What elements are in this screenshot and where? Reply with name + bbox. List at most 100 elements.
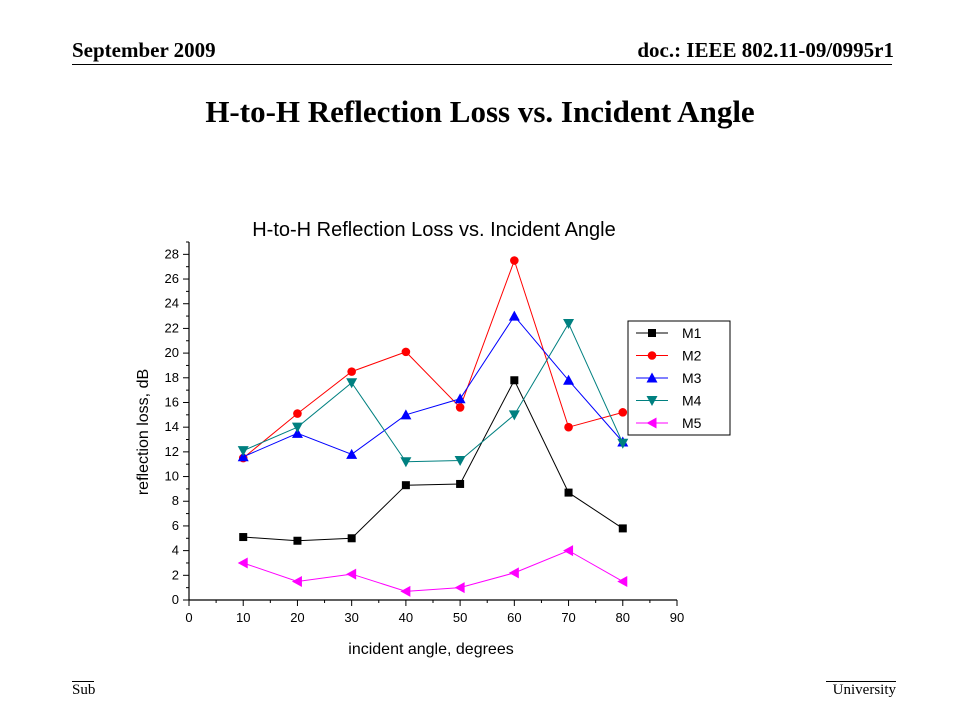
data-point-m5 [563, 545, 574, 557]
series-m2 [238, 256, 628, 463]
slide-title: H-to-H Reflection Loss vs. Incident Angl… [205, 94, 755, 129]
footer-rule-right [826, 681, 896, 682]
legend-item-m1: M1 [636, 325, 702, 341]
y-axis-label: reflection loss, dB [135, 369, 152, 495]
data-point-m2 [347, 367, 356, 376]
legend-label: M4 [682, 393, 702, 409]
data-point-m4 [237, 446, 249, 457]
x-tick-label: 0 [185, 610, 192, 625]
data-point-m5 [237, 557, 248, 569]
data-point-m3 [454, 393, 466, 404]
data-point-m1 [456, 479, 465, 488]
chart-title: H-to-H Reflection Loss vs. Incident Angl… [252, 219, 616, 241]
series-m1 [239, 376, 627, 545]
y-tick-label: 16 [165, 394, 179, 409]
footer-right-text: University [832, 682, 896, 698]
data-point-m1 [239, 533, 248, 542]
y-tick-label: 26 [165, 271, 179, 286]
data-point-m2 [401, 347, 411, 357]
y-tick-label: 2 [172, 567, 179, 582]
legend-item-m2: M2 [636, 348, 702, 364]
legend-label: M5 [682, 415, 702, 431]
legend-marker [647, 351, 657, 360]
chart-legend: M1 M2 M3 M4 M5 [627, 320, 731, 436]
legend-item-m4: M4 [636, 393, 702, 409]
x-tick-label: 70 [561, 610, 575, 625]
legend-item-m5: M5 [636, 415, 702, 431]
data-point-m5 [508, 567, 519, 579]
y-tick-label: 8 [172, 493, 179, 508]
series-line-m2 [242, 258, 623, 459]
y-tick-label: 4 [172, 543, 179, 558]
y-tick-label: 0 [172, 592, 179, 607]
legend-label: M2 [682, 348, 702, 364]
data-point-m2 [455, 403, 465, 412]
data-point-m2 [510, 256, 519, 265]
series-line-m5 [243, 550, 624, 592]
y-tick-label: 6 [172, 518, 179, 533]
x-tick-label: 10 [236, 610, 250, 625]
data-point-m4 [346, 378, 358, 389]
series-line-m3 [243, 315, 624, 458]
data-point-m5 [400, 585, 411, 597]
data-point-m1 [618, 524, 627, 533]
data-point-m1 [510, 376, 519, 385]
data-point-m3 [508, 310, 520, 321]
legend-marker [648, 329, 656, 337]
series-line-m4 [243, 322, 624, 463]
header-doc-id: doc.: IEEE 802.11-09/0995r1 [637, 38, 894, 62]
footer-left-text: Sub [72, 682, 96, 698]
legend-label: M3 [682, 370, 702, 386]
series-m3 [237, 310, 629, 462]
data-point-m4 [508, 410, 520, 421]
series-m5 [237, 545, 628, 597]
y-tick-label: 14 [165, 419, 179, 434]
data-point-m4 [291, 422, 303, 433]
data-point-m4 [454, 456, 466, 467]
data-point-m2 [564, 422, 573, 432]
chart-series [237, 256, 629, 597]
data-point-m3 [346, 448, 358, 459]
data-point-m4 [617, 438, 629, 449]
series-line-m1 [243, 379, 624, 542]
series-m4 [237, 318, 629, 468]
header-date: September 2009 [72, 38, 216, 62]
data-point-m3 [291, 427, 303, 438]
x-tick-label: 30 [344, 610, 358, 625]
data-point-m1 [564, 488, 573, 497]
y-tick-label: 20 [165, 345, 179, 360]
x-tick-label: 40 [399, 610, 413, 625]
x-tick-label: 60 [507, 610, 521, 625]
data-point-m3 [400, 409, 412, 420]
legend-item-m3: M3 [636, 370, 702, 386]
data-point-m5 [617, 575, 628, 587]
data-point-m5 [291, 575, 302, 587]
data-point-m2 [618, 408, 628, 417]
legend-marker [646, 372, 658, 383]
y-tick-label: 18 [165, 370, 179, 385]
y-tick-label: 24 [165, 296, 179, 311]
chart-axes: 0 10 20 30 40 50 60 70 80 90024681012141618202224… [165, 241, 684, 625]
y-tick-label: 12 [165, 444, 179, 459]
data-point-m5 [346, 568, 357, 580]
data-point-m2 [293, 409, 302, 418]
x-tick-label: 20 [290, 610, 304, 625]
legend-marker [646, 417, 657, 429]
data-point-m3 [237, 451, 249, 462]
x-tick-label: 50 [453, 610, 467, 625]
data-point-m4 [563, 318, 575, 329]
x-axis-label: incident angle, degrees [348, 641, 513, 658]
y-tick-label: 28 [165, 246, 179, 261]
y-tick-label: 22 [165, 320, 179, 335]
legend-label: M1 [682, 325, 702, 341]
legend-marker [646, 396, 658, 406]
footer-rule-left [72, 681, 94, 682]
data-point-m4 [400, 457, 412, 468]
data-point-m3 [563, 374, 575, 385]
data-point-m1 [401, 481, 410, 490]
data-point-m1 [347, 534, 356, 543]
x-tick-label: 90 [670, 610, 684, 625]
y-tick-label: 10 [165, 469, 179, 484]
header-rule [72, 64, 892, 65]
